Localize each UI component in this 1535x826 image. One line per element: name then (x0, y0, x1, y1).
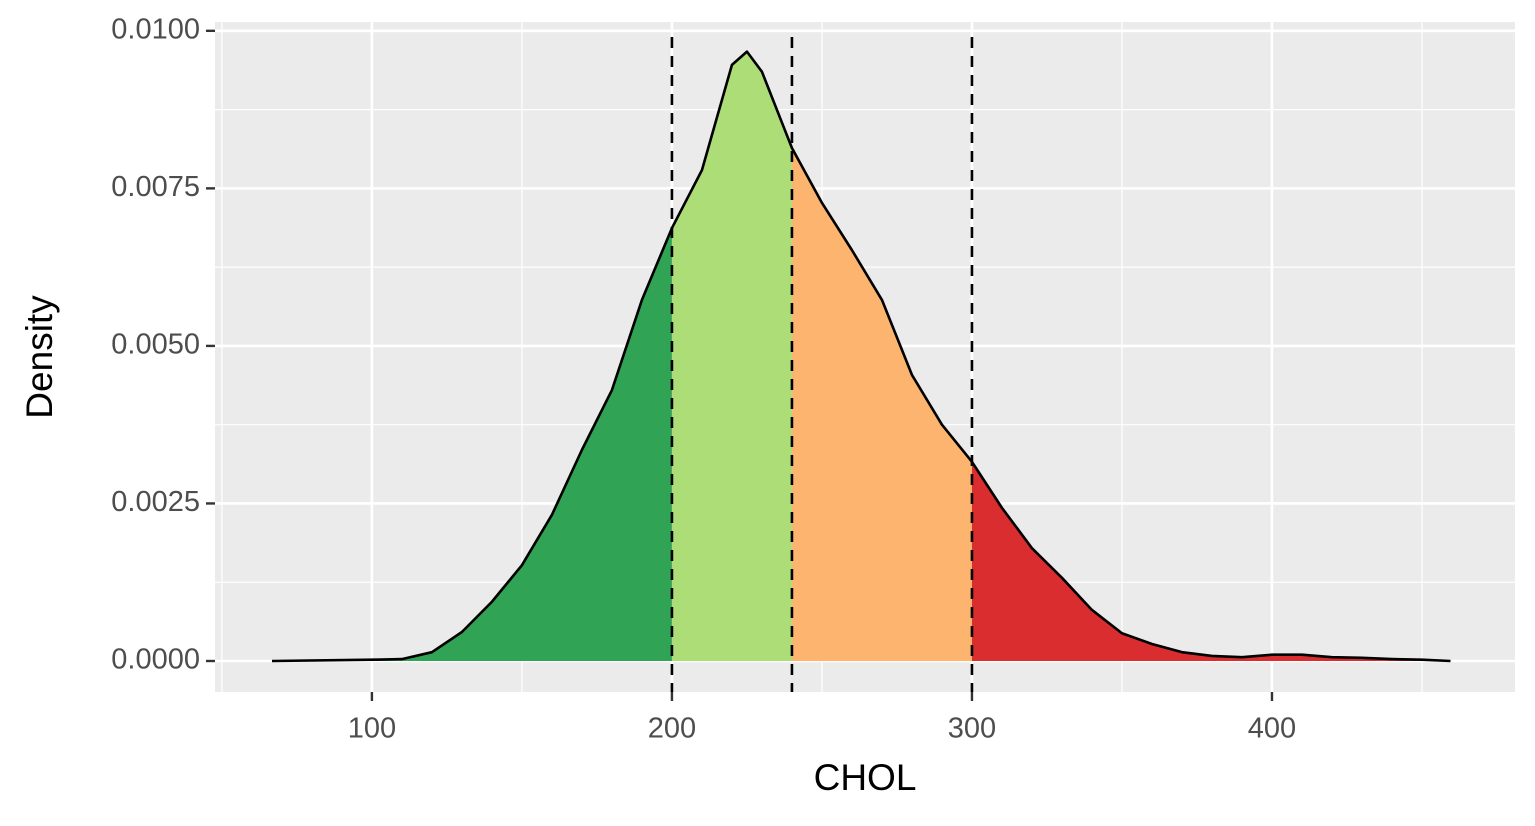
y-tick-label: 0.0075 (111, 171, 200, 203)
x-tick-label: 100 (348, 713, 396, 745)
x-tick-label: 400 (1248, 713, 1296, 745)
density-area (671, 51, 792, 661)
y-tick-label: 0.0050 (111, 329, 200, 361)
x-axis-title: CHOL (814, 757, 917, 798)
density-line (271, 50, 1451, 663)
density-area (791, 148, 972, 661)
density-area (272, 228, 672, 661)
y-tick-label: 0.0025 (111, 486, 200, 518)
y-tick-label: 0.0000 (111, 644, 200, 676)
y-axis-title: Density (19, 295, 60, 419)
x-tick-label: 300 (948, 713, 996, 745)
y-tick-label: 0.0100 (111, 13, 200, 45)
x-tick-label: 200 (648, 713, 696, 745)
